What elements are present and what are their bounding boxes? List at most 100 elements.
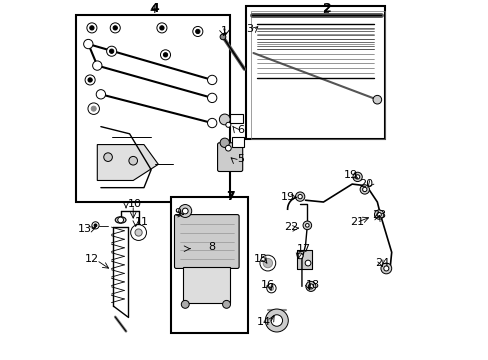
Circle shape <box>374 210 383 219</box>
Circle shape <box>192 26 203 36</box>
Text: 16: 16 <box>260 280 274 289</box>
Circle shape <box>88 103 99 114</box>
Circle shape <box>92 61 102 70</box>
Text: 10: 10 <box>128 199 142 209</box>
Circle shape <box>380 263 391 274</box>
Circle shape <box>88 78 92 82</box>
Circle shape <box>160 26 164 30</box>
Circle shape <box>96 90 105 99</box>
Circle shape <box>179 204 191 217</box>
Circle shape <box>260 255 275 271</box>
Text: 19: 19 <box>343 170 357 180</box>
Circle shape <box>305 224 308 227</box>
Circle shape <box>181 300 189 308</box>
Text: 11: 11 <box>135 217 149 227</box>
Circle shape <box>297 253 303 259</box>
Text: 18: 18 <box>305 280 319 289</box>
Text: 7: 7 <box>226 192 233 202</box>
Ellipse shape <box>115 217 126 223</box>
Text: 5: 5 <box>237 154 244 164</box>
Bar <box>246 6 384 139</box>
Circle shape <box>372 95 381 104</box>
Polygon shape <box>97 145 158 180</box>
Bar <box>170 197 247 333</box>
Text: 12: 12 <box>85 255 99 265</box>
Circle shape <box>106 46 117 56</box>
Circle shape <box>110 23 120 33</box>
FancyBboxPatch shape <box>217 143 242 171</box>
Circle shape <box>207 75 216 85</box>
Text: 24: 24 <box>375 258 389 268</box>
Text: 6: 6 <box>237 125 244 135</box>
Circle shape <box>225 145 231 151</box>
Text: 21: 21 <box>350 217 364 227</box>
Circle shape <box>295 192 304 201</box>
Text: 13: 13 <box>78 224 92 234</box>
Bar <box>230 114 242 123</box>
Circle shape <box>376 212 381 217</box>
Circle shape <box>94 224 97 227</box>
Circle shape <box>359 185 369 194</box>
Circle shape <box>263 258 272 268</box>
Text: 23: 23 <box>371 210 386 220</box>
Circle shape <box>207 118 216 128</box>
Circle shape <box>266 284 276 293</box>
Text: 4: 4 <box>150 2 159 15</box>
Circle shape <box>352 172 362 181</box>
Bar <box>296 251 311 269</box>
Circle shape <box>269 286 273 291</box>
Bar <box>250 11 384 139</box>
Circle shape <box>308 284 313 289</box>
Bar <box>183 267 230 302</box>
Circle shape <box>207 93 216 103</box>
Circle shape <box>219 114 230 125</box>
Text: 19: 19 <box>280 192 294 202</box>
Circle shape <box>118 217 123 223</box>
Circle shape <box>265 309 288 332</box>
Text: 14: 14 <box>257 317 271 327</box>
Circle shape <box>160 50 170 60</box>
Text: 8: 8 <box>208 242 215 252</box>
Text: 20: 20 <box>359 179 373 189</box>
Bar <box>231 138 244 148</box>
Circle shape <box>305 282 315 292</box>
Text: 7: 7 <box>225 190 234 203</box>
Circle shape <box>195 29 200 33</box>
Text: 1: 1 <box>221 27 228 36</box>
Circle shape <box>225 122 230 127</box>
Circle shape <box>355 175 359 179</box>
Circle shape <box>135 229 142 236</box>
Circle shape <box>87 23 97 33</box>
Circle shape <box>163 53 167 57</box>
Circle shape <box>157 23 166 33</box>
Circle shape <box>85 75 95 85</box>
Circle shape <box>90 26 94 30</box>
Text: 17: 17 <box>296 244 310 254</box>
Text: 15: 15 <box>253 255 267 265</box>
Bar <box>76 15 230 202</box>
Circle shape <box>222 300 230 308</box>
Circle shape <box>109 49 114 53</box>
Circle shape <box>362 187 366 192</box>
Text: 2: 2 <box>321 5 328 15</box>
Circle shape <box>220 138 229 148</box>
Circle shape <box>303 221 311 230</box>
Circle shape <box>103 153 112 161</box>
Text: 4: 4 <box>149 5 156 15</box>
Circle shape <box>383 266 388 271</box>
Circle shape <box>130 225 146 240</box>
Circle shape <box>270 315 282 326</box>
Text: 2: 2 <box>322 2 331 15</box>
Circle shape <box>91 106 96 111</box>
Text: 3: 3 <box>246 24 253 34</box>
Circle shape <box>113 26 117 30</box>
Text: 9: 9 <box>174 208 181 218</box>
Circle shape <box>220 34 225 40</box>
Circle shape <box>129 157 137 165</box>
Circle shape <box>83 39 93 49</box>
Circle shape <box>92 222 99 229</box>
Circle shape <box>182 208 188 214</box>
FancyBboxPatch shape <box>174 215 239 269</box>
Circle shape <box>305 260 310 266</box>
Text: 22: 22 <box>284 222 298 232</box>
